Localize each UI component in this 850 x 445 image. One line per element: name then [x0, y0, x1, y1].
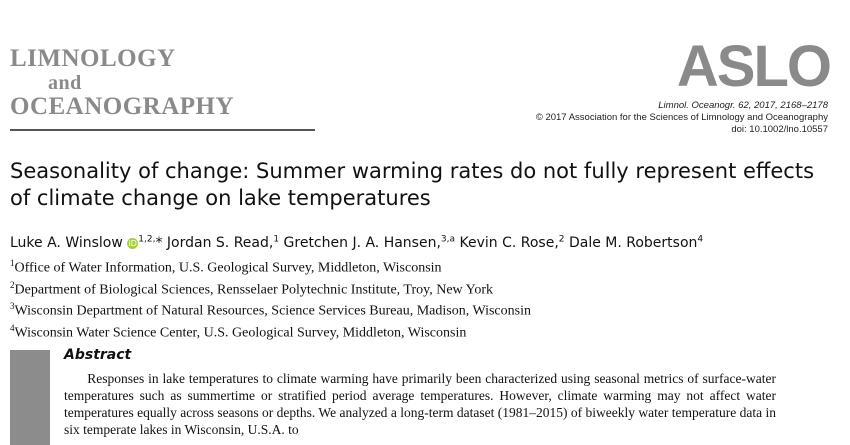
affiliation-text: Department of Biological Sciences, Renss…	[14, 282, 494, 298]
journal-name-line3: OCEANOGRAPHY	[10, 93, 235, 120]
author-name-text: Jordan S. Read,	[166, 234, 274, 251]
affiliation-item: 2Department of Biological Sciences, Rens…	[10, 277, 531, 299]
author-name[interactable]: Kevin C. Rose,2	[459, 234, 565, 251]
author-name[interactable]: Dale M. Robertson4	[568, 234, 704, 251]
abstract-heading: Abstract	[64, 347, 132, 363]
author-affiliation-superscript: 1,2,	[138, 234, 156, 244]
copyright-line: © 2017 Association for the Sciences of L…	[535, 112, 828, 123]
journal-logo-rule	[10, 129, 315, 131]
affiliation-number: 2	[10, 279, 15, 290]
affiliation-item: 1Office of Water Information, U.S. Geolo…	[10, 255, 531, 277]
author-name[interactable]: Luke A. Winslow iD1,2,*	[10, 234, 163, 251]
abstract-sidebar-bar	[10, 350, 50, 445]
article-title: Seasonality of change: Summer warming ra…	[10, 159, 815, 210]
corresponding-author-marker: *	[155, 234, 163, 251]
affiliation-text: Wisconsin Department of Natural Resource…	[14, 303, 531, 319]
author-name-text: Dale M. Robertson	[568, 234, 698, 251]
affiliation-item: 3Wisconsin Department of Natural Resourc…	[10, 298, 531, 320]
author-affiliation-superscript: 3,a	[440, 234, 456, 244]
citation-line: Limnol. Oceanogr. 62, 2017, 2168–2178	[658, 100, 828, 111]
affiliation-text: Office of Water Information, U.S. Geolog…	[14, 260, 442, 276]
author-name[interactable]: Jordan S. Read,1	[166, 234, 280, 251]
affiliation-number: 3	[10, 301, 15, 312]
author-list: Luke A. Winslow iD1,2,* Jordan S. Read,1…	[10, 234, 703, 251]
affiliation-number: 4	[10, 322, 15, 333]
orcid-icon[interactable]: iD	[127, 237, 139, 249]
author-affiliation-superscript: 2	[558, 234, 565, 244]
citation-block: Limnol. Oceanogr. 62, 2017, 2168–2178 © …	[536, 100, 828, 136]
affiliation-item: 4Wisconsin Water Science Center, U.S. Ge…	[10, 320, 531, 342]
journal-name-line1: LIMNOLOGY	[10, 45, 176, 72]
affiliation-text: Wisconsin Water Science Center, U.S. Geo…	[14, 325, 467, 341]
abstract-text: Responses in lake temperatures to climat…	[64, 370, 776, 438]
author-name[interactable]: Gretchen J. A. Hansen,3,a	[283, 234, 456, 251]
doi-link[interactable]: doi: 10.1002/lno.10557	[731, 124, 828, 135]
author-name-text: Kevin C. Rose,	[459, 234, 559, 251]
author-affiliation-superscript: 1	[273, 234, 280, 244]
journal-logo: LIMNOLOGY and OCEANOGRAPHY	[10, 46, 234, 120]
author-name-text: Gretchen J. A. Hansen,	[283, 234, 441, 251]
affiliation-number: 1	[10, 258, 15, 268]
publisher-logo: ASLO	[676, 34, 832, 99]
abstract-body: Responses in lake temperatures to climat…	[64, 371, 776, 437]
author-name-text: Luke A. Winslow	[10, 234, 123, 251]
author-affiliation-superscript: 4	[697, 234, 704, 244]
affiliation-list: 1Office of Water Information, U.S. Geolo…	[10, 255, 531, 342]
journal-name-line2: and	[48, 72, 82, 94]
